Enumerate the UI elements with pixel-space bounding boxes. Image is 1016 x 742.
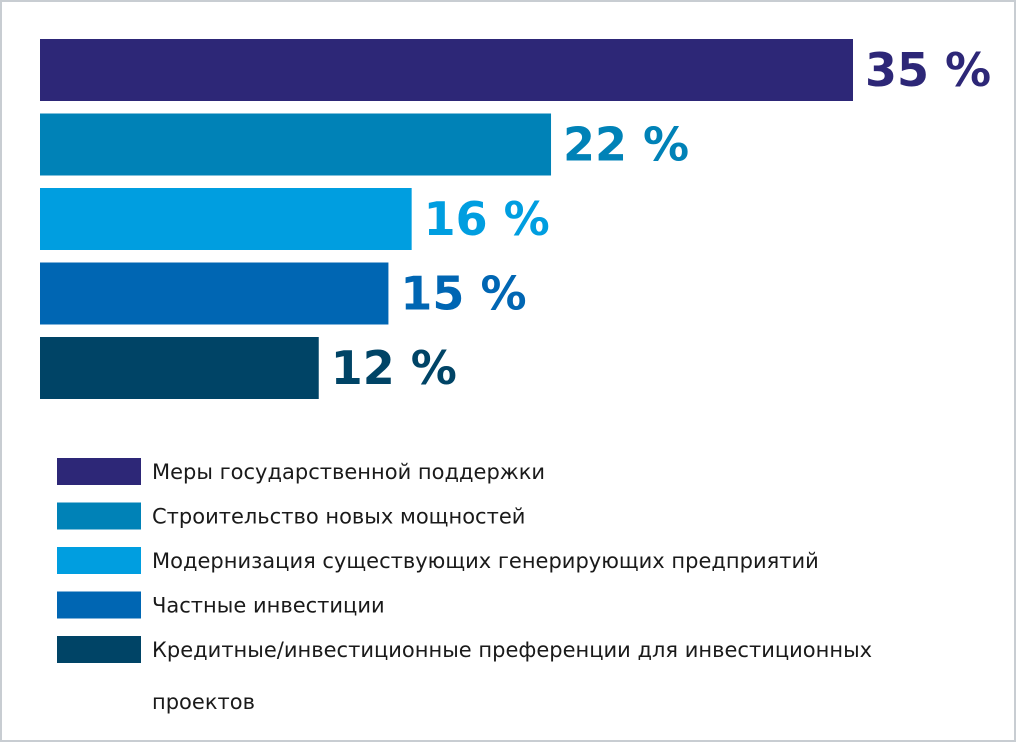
legend-label-3: Модернизация существующих генерирующих п… [152, 549, 819, 573]
legend-swatch-3 [57, 547, 141, 574]
bar-5 [40, 337, 319, 399]
legend-item-3: Модернизация существующих генерирующих п… [57, 547, 819, 574]
legend-item-1: Меры государственной поддержки [57, 458, 545, 485]
legend-item-5: Кредитные/инвестиционные преференции для… [57, 636, 872, 714]
bar-2 [40, 113, 552, 176]
bar-value-label-4: 15 % [400, 267, 526, 321]
legend-label-5-line-2: проектов [152, 690, 255, 714]
bar-value-label-3: 16 % [424, 192, 550, 246]
bar-1 [40, 39, 853, 101]
legend-item-4: Частные инвестиции [57, 591, 385, 619]
bar-value-label-5: 12 % [331, 341, 457, 395]
legend-swatch-5 [57, 636, 141, 663]
value-labels-group: 35 % 22 %16 % 15 % 12 % [331, 43, 991, 395]
legend-swatch-1 [57, 458, 141, 485]
legend-label-2: Строительство новых мощностей [152, 505, 525, 529]
bar-value-label-1: 35 % [865, 43, 991, 97]
legend-swatch-4 [57, 591, 141, 619]
bars-group [40, 39, 853, 399]
bar-3 [40, 188, 412, 250]
legend-label-4: Частные инвестиции [152, 594, 385, 618]
legend-label-1: Меры государственной поддержки [152, 460, 545, 484]
bar-value-label-2: 22 % [563, 118, 689, 172]
legend: Меры государственной поддержки Строительс… [57, 458, 872, 714]
legend-item-2: Строительство новых мощностей [57, 502, 525, 530]
legend-swatch-2 [57, 502, 141, 530]
legend-label-5-line-1: Кредитные/инвестиционные преференции для… [152, 638, 872, 662]
bar-4 [40, 262, 389, 325]
